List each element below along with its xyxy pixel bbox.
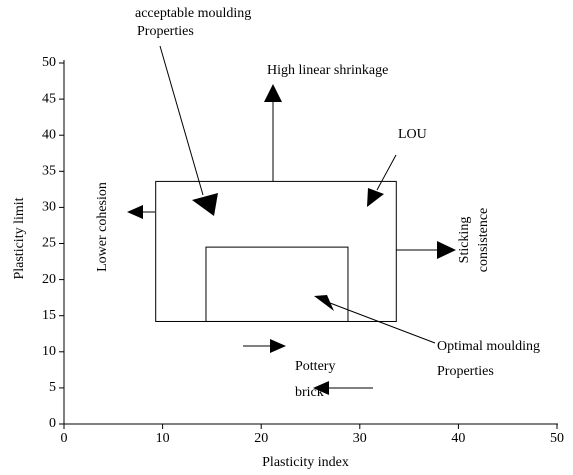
annotation: Pottery bbox=[295, 359, 335, 374]
y-tick-label: 30 bbox=[42, 200, 56, 215]
annotation: brick bbox=[295, 385, 324, 400]
arrow-head bbox=[192, 193, 218, 216]
x-tick-label: 50 bbox=[550, 431, 564, 446]
x-axis-label: Plasticity index bbox=[262, 455, 349, 470]
y-tick-label: 5 bbox=[49, 380, 56, 395]
x-tick-label: 10 bbox=[156, 431, 170, 446]
y-tick-label: 35 bbox=[42, 164, 56, 179]
arrow-head bbox=[270, 339, 286, 353]
annotation: Lower cohesion bbox=[95, 182, 110, 272]
region bbox=[205, 246, 349, 322]
annotation: Properties bbox=[137, 24, 194, 39]
annotation: Sticking bbox=[457, 217, 472, 264]
region bbox=[155, 180, 397, 322]
annotation: consistence bbox=[476, 208, 491, 273]
annotation: acceptable moulding bbox=[135, 6, 251, 21]
y-tick-label: 10 bbox=[42, 344, 56, 359]
arrow-head bbox=[437, 241, 456, 259]
y-tick-label: 15 bbox=[42, 308, 56, 323]
x-tick-label: 20 bbox=[254, 431, 268, 446]
arrow-head bbox=[264, 84, 282, 102]
x-tick-label: 0 bbox=[61, 431, 68, 446]
arrow bbox=[329, 302, 436, 344]
arrow-head bbox=[314, 295, 334, 311]
y-axis-label: Plasticity limit bbox=[12, 197, 27, 279]
arrows bbox=[127, 45, 456, 395]
arrow-head bbox=[127, 205, 143, 219]
arrow-head bbox=[367, 188, 384, 207]
x-tick-label: 30 bbox=[353, 431, 367, 446]
y-tick-label: 25 bbox=[42, 236, 56, 251]
arrow bbox=[159, 45, 204, 196]
y-tick-label: 40 bbox=[42, 127, 56, 142]
y-tick-label: 20 bbox=[42, 272, 56, 287]
y-tick-label: 50 bbox=[42, 55, 56, 70]
annotation: Properties bbox=[437, 364, 494, 379]
y-tick-label: 45 bbox=[42, 91, 56, 106]
arrow-head bbox=[313, 381, 329, 395]
annotation: Optimal moulding bbox=[437, 339, 540, 354]
annotation: LOU bbox=[398, 127, 427, 142]
x-tick-label: 40 bbox=[451, 431, 465, 446]
arrow bbox=[376, 154, 397, 191]
y-tick-label: 0 bbox=[49, 416, 56, 431]
annotation: High linear shrinkage bbox=[267, 63, 388, 78]
